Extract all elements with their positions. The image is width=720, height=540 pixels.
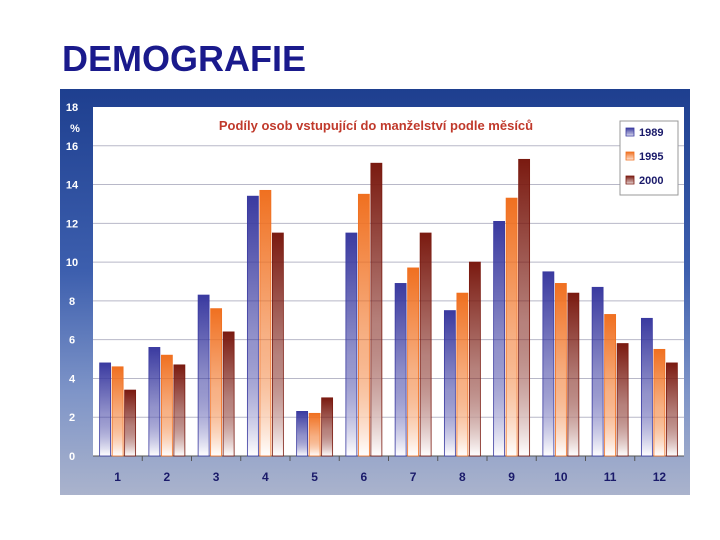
x-tick-label: 4 xyxy=(262,470,269,484)
bar-2000-month-7 xyxy=(419,232,432,457)
bar-2000-month-1 xyxy=(124,389,137,457)
bar-1995-month-6 xyxy=(357,193,370,457)
bar-1989-month-8 xyxy=(443,310,456,457)
bar-1995-month-1 xyxy=(111,366,124,457)
bar-2000-month-10 xyxy=(567,292,580,457)
y-tick-label: 4 xyxy=(69,373,76,385)
x-axis: 1 2 3 4 5 6 7 8 9 10 11 12 xyxy=(114,456,666,484)
x-tick-label: 7 xyxy=(410,470,417,484)
legend-swatch-2000 xyxy=(625,175,635,185)
bar-2000-month-6 xyxy=(370,162,383,457)
x-tick-label: 11 xyxy=(604,470,617,484)
y-tick-label: 18 xyxy=(66,102,78,114)
bar-1995-month-5 xyxy=(308,412,321,457)
bars xyxy=(99,158,678,457)
x-tick-label: 12 xyxy=(653,470,667,484)
slide-title: DEMOGRAFIE xyxy=(62,38,307,79)
bar-2000-month-3 xyxy=(222,331,235,457)
y-tick-label: 0 xyxy=(69,451,75,463)
x-tick-label: 9 xyxy=(508,470,515,484)
bar-1995-month-2 xyxy=(160,354,173,457)
bar-1995-month-7 xyxy=(407,267,420,457)
legend-label-2000: 2000 xyxy=(639,175,663,187)
y-tick-label: 10 xyxy=(66,257,78,269)
legend-label-1995: 1995 xyxy=(639,151,663,163)
y-tick-label: 6 xyxy=(69,335,75,347)
plot-background xyxy=(93,107,684,456)
bar-1995-month-12 xyxy=(653,348,666,457)
bar-1989-month-9 xyxy=(493,220,506,457)
bar-2000-month-8 xyxy=(468,261,481,457)
bar-1989-month-2 xyxy=(148,347,161,457)
bar-2000-month-11 xyxy=(616,343,629,457)
y-axis-unit-label: % xyxy=(70,123,80,135)
bar-1995-month-3 xyxy=(210,308,223,457)
bar-1989-month-11 xyxy=(591,286,604,457)
bar-1989-month-10 xyxy=(542,271,555,457)
y-tick-label: 8 xyxy=(69,296,75,308)
legend-swatch-1989 xyxy=(625,127,635,137)
bar-1995-month-10 xyxy=(554,283,567,457)
bar-1989-month-5 xyxy=(296,411,309,457)
x-tick-label: 2 xyxy=(164,470,171,484)
bar-1995-month-11 xyxy=(604,314,617,457)
plot-area xyxy=(93,107,684,456)
legend-swatch-1995 xyxy=(625,151,635,161)
x-tick-label: 8 xyxy=(459,470,466,484)
bar-1989-month-4 xyxy=(246,195,259,457)
bar-1989-month-6 xyxy=(345,232,358,457)
bar-1995-month-4 xyxy=(259,189,272,457)
bar-1989-month-3 xyxy=(197,294,210,457)
bar-1989-month-12 xyxy=(640,317,653,457)
bar-2000-month-2 xyxy=(173,364,186,457)
x-tick-label: 3 xyxy=(213,470,220,484)
bar-1989-month-1 xyxy=(99,362,112,457)
x-tick-label: 1 xyxy=(114,470,121,484)
bar-2000-month-12 xyxy=(665,362,678,457)
x-tick-label: 5 xyxy=(311,470,318,484)
y-axis: 0 2 4 6 8 10 12 14 16 18 xyxy=(66,102,79,463)
y-tick-label: 2 xyxy=(69,412,75,424)
bar-1995-month-9 xyxy=(505,197,518,457)
x-tick-label: 6 xyxy=(361,470,368,484)
y-tick-label: 12 xyxy=(66,218,78,230)
chart-title: Podíly osob vstupující do manželství pod… xyxy=(219,118,533,133)
bar-2000-month-5 xyxy=(321,397,334,457)
bar-1995-month-8 xyxy=(456,292,469,457)
bar-2000-month-4 xyxy=(271,232,284,457)
y-tick-label: 16 xyxy=(66,141,78,153)
y-tick-label: 14 xyxy=(66,180,79,192)
legend: 1989 1995 2000 xyxy=(619,120,679,196)
bar-1989-month-7 xyxy=(394,283,407,457)
x-tick-label: 10 xyxy=(554,470,568,484)
bar-2000-month-9 xyxy=(518,158,531,457)
legend-label-1989: 1989 xyxy=(639,127,663,139)
